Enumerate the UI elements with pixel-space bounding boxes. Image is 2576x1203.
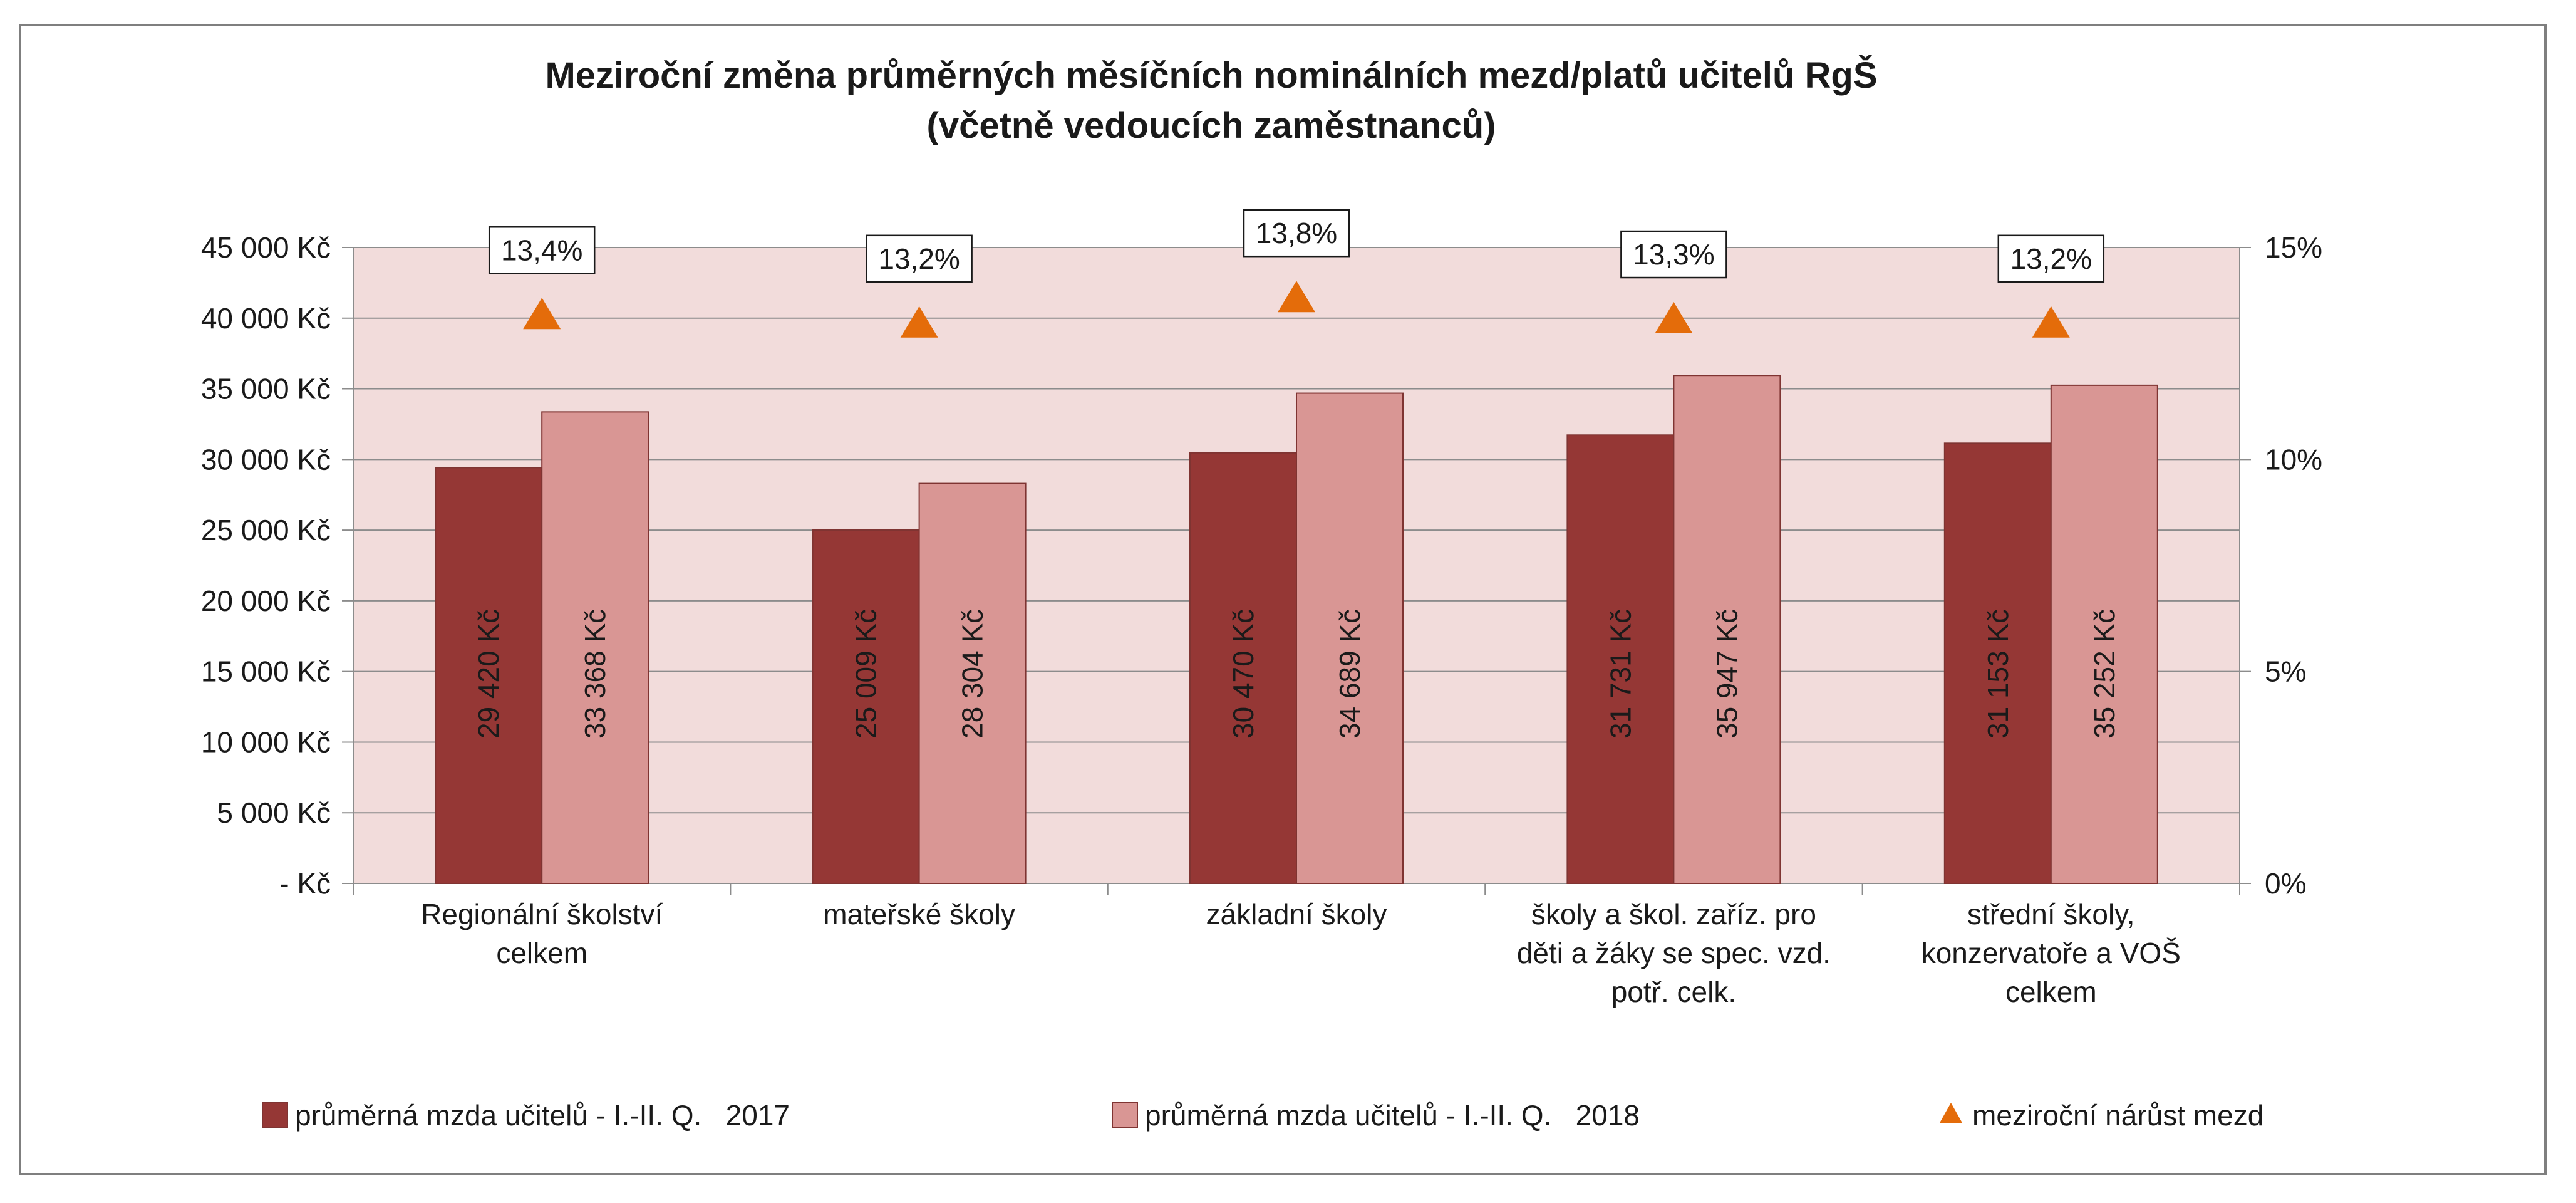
legend-2018-swatch	[1112, 1102, 1138, 1128]
bar-data-label: 34 689 Kč	[1333, 609, 1366, 739]
x-category-label: Regionální školství	[421, 898, 663, 930]
y-left-tick-label: 10 000 Kč	[201, 726, 331, 758]
growth-marker	[1278, 281, 1315, 313]
growth-marker	[2032, 306, 2070, 338]
bar-2017	[1943, 442, 2052, 884]
bar-2017	[812, 529, 920, 884]
legend-2017-swatch	[262, 1102, 288, 1128]
x-category-label: celkem	[496, 937, 587, 969]
y-right-tick-label: 10%	[2265, 443, 2322, 476]
x-category-label: základní školy	[1206, 898, 1387, 930]
x-category-label: děti a žáky se spec. vzd.	[1517, 937, 1831, 969]
bar-data-label: 28 304 Kč	[956, 609, 989, 739]
chart-title-line1: Meziroční změna průměrných měsíčních nom…	[545, 55, 1877, 96]
growth-marker	[900, 306, 938, 338]
bar-2017	[435, 467, 543, 884]
bar-2018	[2050, 384, 2158, 884]
x-category-label: konzervatoře a VOŠ	[1922, 937, 2181, 969]
y-left-tick-label: 20 000 Kč	[201, 585, 331, 617]
y-left-tick-label: 40 000 Kč	[201, 302, 331, 335]
legend: průměrná mzda učitelů - I.-II. Q. 2017 pr…	[262, 1099, 2263, 1132]
y-left-tick-label: - Kč	[279, 867, 331, 900]
bar-data-label: 35 252 Kč	[2088, 609, 2121, 739]
x-category-label: školy a škol. zaříz. pro	[1531, 898, 1816, 930]
chart-svg: Meziroční změna průměrných měsíčních nom…	[201, 55, 2322, 1132]
bar-data-label: 31 153 Kč	[1982, 609, 2014, 739]
y-left-tick-label: 25 000 Kč	[201, 514, 331, 546]
y-left-tick-label: 30 000 Kč	[201, 443, 331, 476]
growth-label-box	[1243, 209, 1350, 258]
y-left-tick-label: 45 000 Kč	[201, 231, 331, 264]
bar-data-label: 30 470 Kč	[1227, 609, 1260, 739]
y-right-tick-label: 15%	[2265, 231, 2322, 264]
bar-2018	[541, 411, 649, 884]
bar-2018	[1673, 375, 1781, 884]
y-right-tick-label: 0%	[2265, 867, 2306, 900]
y-left-tick-label: 15 000 Kč	[201, 655, 331, 688]
growth-label: 13,2%	[878, 242, 960, 275]
plot-area: - Kč 5 000 Kč 10 000 Kč 15 000 Kč 20 000 Kč 2…	[201, 209, 2322, 1008]
growth-label-box	[866, 234, 973, 283]
growth-label-box	[488, 226, 596, 274]
chart-title-line2: (včetně vedoucích zaměstnanců)	[927, 105, 1496, 146]
bar-data-label: 33 368 Kč	[579, 609, 611, 739]
x-category-label: celkem	[2005, 976, 2097, 1008]
y-left-tick-label: 35 000 Kč	[201, 373, 331, 405]
chart-frame: Meziroční změna průměrných měsíčních nom…	[19, 24, 2547, 1175]
bar-data-label: 29 420 Kč	[472, 609, 505, 739]
bar-data-label: 35 947 Kč	[1710, 609, 1743, 739]
growth-marker	[1655, 302, 1693, 334]
x-category-label: mateřské školy	[823, 898, 1015, 930]
legend-2017-label: průměrná mzda učitelů - I.-II. Q. 2017	[295, 1099, 790, 1132]
y-left-tick-label: 5 000 Kč	[217, 796, 331, 829]
y-right-tick-label: 5%	[2265, 655, 2306, 688]
bar-2017	[1566, 434, 1675, 884]
bar-data-label: 25 009 Kč	[850, 609, 882, 739]
bar-2017	[1189, 452, 1297, 884]
growth-marker	[523, 298, 561, 330]
growth-label: 13,2%	[2010, 242, 2092, 275]
growth-label: 13,3%	[1633, 238, 1714, 271]
bar-data-label: 31 731 Kč	[1604, 609, 1637, 739]
growth-label-box	[1997, 234, 2105, 283]
x-category-label: střední školy,	[1967, 898, 2135, 930]
growth-label: 13,8%	[1256, 217, 1337, 249]
x-category-label: potř. celk.	[1611, 976, 1736, 1008]
growth-label-box	[1620, 230, 1727, 279]
bar-2018	[918, 482, 1027, 884]
legend-growth-swatch	[1940, 1103, 1962, 1123]
legend-growth-label: meziroční nárůst mezd	[1972, 1099, 2263, 1132]
legend-2018-label: průměrná mzda učitelů - I.-II. Q. 2018	[1145, 1099, 1640, 1132]
bar-2018	[1296, 392, 1404, 884]
growth-label: 13,4%	[501, 234, 582, 266]
